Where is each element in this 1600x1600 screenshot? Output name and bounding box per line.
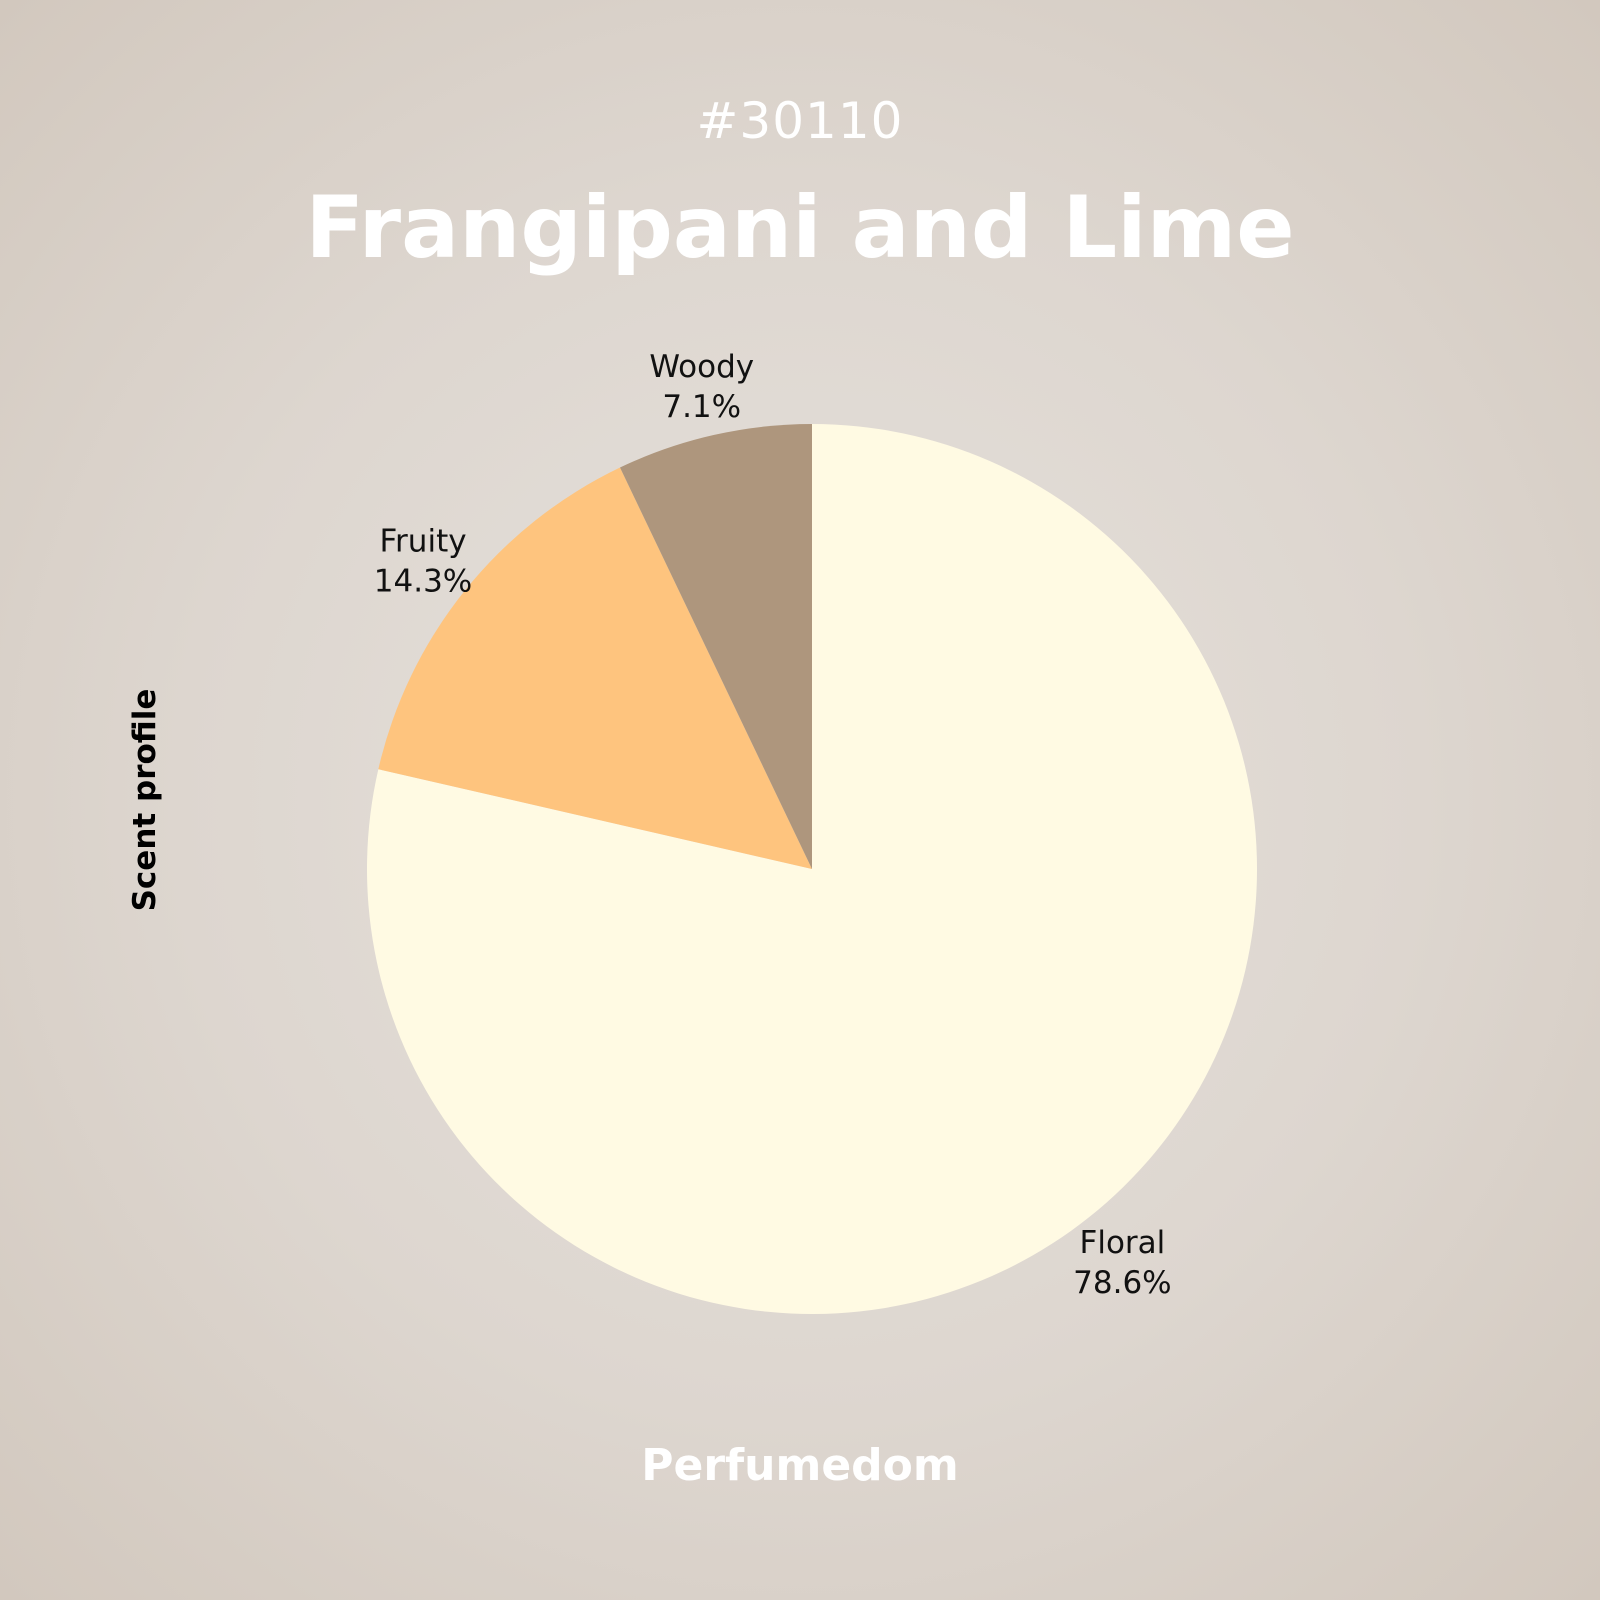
perfume-id: #30110 (696, 92, 904, 150)
slice-value-fruity: 14.3% (374, 563, 472, 599)
slice-label-woody: Woody (649, 349, 754, 385)
slice-label-fruity: Fruity (379, 523, 466, 559)
slice-label-floral: Floral (1080, 1225, 1166, 1261)
slice-value-floral: 78.6% (1073, 1265, 1171, 1301)
slice-value-woody: 7.1% (662, 389, 741, 425)
pie-slice-woody (620, 424, 812, 869)
pie-slice-fruity (378, 467, 812, 869)
brand-footer: Perfumedom (641, 1440, 959, 1491)
chart-title: Frangipani and Lime (305, 178, 1295, 278)
